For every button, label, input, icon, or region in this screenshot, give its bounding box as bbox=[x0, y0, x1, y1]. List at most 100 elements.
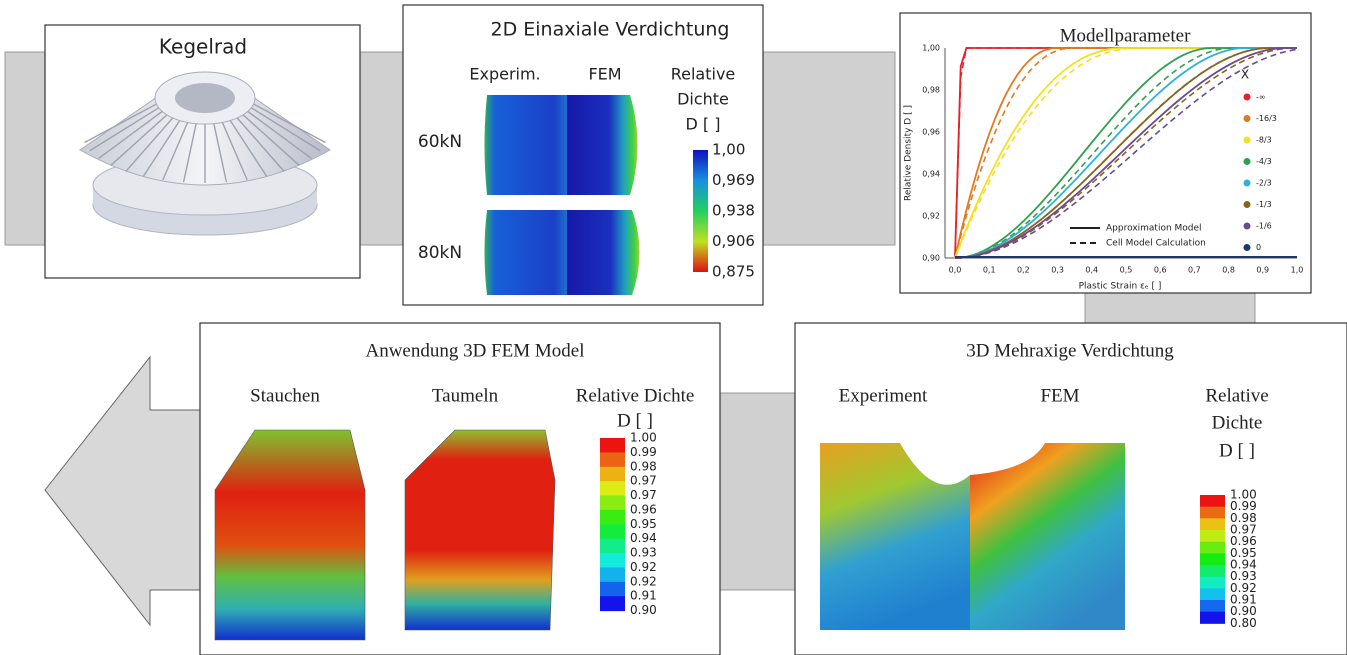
colorbar-label: 0,906 bbox=[712, 232, 755, 250]
legend-label: Cell Model Calculation bbox=[1106, 239, 1206, 249]
row-label: 80kN bbox=[418, 243, 462, 263]
panel-title: Kegelrad bbox=[159, 35, 247, 59]
column-label: FEM bbox=[588, 65, 621, 84]
colorbar-band bbox=[1200, 600, 1225, 612]
legend-dot bbox=[1244, 94, 1251, 101]
colorbar-band bbox=[600, 467, 625, 482]
gear-hole bbox=[175, 83, 235, 113]
panel-3d: 3D Mehraxige Verdichtung Experiment FEM … bbox=[795, 323, 1347, 655]
colorbar-label: 1,00 bbox=[712, 141, 745, 159]
legend-label: -4/3 bbox=[1256, 157, 1272, 166]
legend-dot bbox=[1244, 115, 1251, 122]
x-tick-label: 0,4 bbox=[1085, 266, 1098, 275]
colorbar-label: 0.97 bbox=[630, 474, 657, 488]
colorbar-label: 0,969 bbox=[712, 171, 755, 189]
x-axis-label: Plastic Strain εₑ [ ] bbox=[1079, 282, 1162, 292]
x-tick-label: 0,1 bbox=[983, 266, 996, 275]
legend-label: -2/3 bbox=[1256, 179, 1272, 188]
legend-dot bbox=[1244, 244, 1251, 251]
legend-title: Dichte bbox=[677, 90, 729, 109]
legend-label: 0 bbox=[1256, 243, 1261, 252]
legend-label: Approximation Model bbox=[1106, 224, 1202, 234]
x-tick-label: 0,2 bbox=[1017, 266, 1030, 275]
legend-dot bbox=[1244, 137, 1251, 144]
legend-title: D [ ] bbox=[1219, 440, 1255, 461]
y-tick-label: 0,96 bbox=[922, 128, 940, 137]
column-label: FEM bbox=[1040, 385, 1079, 406]
panel-title: 3D Mehraxige Verdichtung bbox=[966, 340, 1174, 361]
panel-2d: 2D Einaxiale Verdichtung Experim. FEM Re… bbox=[403, 5, 763, 305]
x-tick-label: 1,0 bbox=[1291, 266, 1304, 275]
legend-label: -1/6 bbox=[1256, 222, 1272, 231]
legend-label: -8/3 bbox=[1256, 136, 1272, 145]
colorbar-band bbox=[600, 582, 625, 597]
figure: Kegelrad 2D Einaxiale Verdichtung Experi… bbox=[0, 0, 1347, 655]
column-label: Stauchen bbox=[250, 385, 320, 406]
x-tick-label: 0,9 bbox=[1256, 266, 1269, 275]
legend-label: -1/3 bbox=[1256, 200, 1272, 209]
colorbar-band bbox=[600, 438, 625, 453]
colorbar-band bbox=[1200, 565, 1225, 577]
colorbar-label: 0.80 bbox=[1230, 616, 1257, 630]
colorbar-label: 0.90 bbox=[630, 603, 657, 617]
colorbar-band bbox=[1200, 612, 1225, 624]
colorbar-band bbox=[600, 452, 625, 467]
panel-modellparameter: Modellparameter Relative Density D [ ] P… bbox=[900, 13, 1311, 293]
colorbar-label: 0.91 bbox=[630, 589, 657, 603]
colorbar-band bbox=[1200, 553, 1225, 565]
colorbar-label: 1.00 bbox=[630, 431, 657, 445]
colorbar-band bbox=[1200, 542, 1225, 554]
colorbar-band bbox=[1200, 518, 1225, 530]
legend-title: Dichte bbox=[1212, 412, 1263, 433]
colorbar-band bbox=[600, 524, 625, 539]
panel-title: 2D Einaxiale Verdichtung bbox=[490, 19, 729, 41]
heatmap bbox=[567, 95, 638, 195]
colorbar-band bbox=[1200, 588, 1225, 600]
y-tick-label: 0,94 bbox=[922, 170, 940, 179]
legend-title: D [ ] bbox=[617, 410, 653, 431]
connector bbox=[1085, 290, 1255, 326]
row-label: 60kN bbox=[418, 132, 462, 152]
colorbar-band bbox=[600, 539, 625, 554]
legend-title: Relative bbox=[1205, 385, 1268, 406]
legend-title: X bbox=[1241, 68, 1249, 82]
y-tick-label: 0,92 bbox=[922, 212, 940, 221]
x-tick-label: 0,6 bbox=[1154, 266, 1167, 275]
y-tick-label: 0,98 bbox=[922, 86, 940, 95]
colorbar bbox=[693, 150, 708, 272]
colorbar-label: 0.95 bbox=[630, 517, 657, 531]
colorbar-band bbox=[1200, 495, 1225, 507]
y-tick-label: 0,90 bbox=[922, 254, 940, 263]
fem-part bbox=[215, 430, 365, 640]
colorbar-label: 0.93 bbox=[630, 546, 657, 560]
column-label: Experiment bbox=[839, 385, 928, 406]
legend-label: -∞ bbox=[1256, 93, 1266, 102]
heatmap bbox=[485, 210, 568, 295]
colorbar-band bbox=[600, 567, 625, 582]
connector bbox=[715, 393, 800, 590]
colorbar-label: 0,938 bbox=[712, 202, 755, 220]
legend-dot bbox=[1244, 223, 1251, 230]
y-tick-label: 1,00 bbox=[922, 44, 940, 53]
heatmap bbox=[567, 210, 640, 295]
colorbar-band bbox=[600, 481, 625, 496]
legend-dot bbox=[1244, 158, 1251, 165]
colorbar-label: 0.94 bbox=[630, 531, 657, 545]
panel-title: Modellparameter bbox=[1060, 25, 1192, 46]
column-label: Experim. bbox=[469, 65, 540, 84]
y-axis-label: Relative Density D [ ] bbox=[904, 105, 914, 201]
colorbar-label: 0.92 bbox=[630, 560, 657, 574]
arrow bbox=[45, 357, 205, 625]
x-tick-label: 0,3 bbox=[1051, 266, 1064, 275]
colorbar-band bbox=[1200, 507, 1225, 519]
x-tick-label: 0,7 bbox=[1188, 266, 1201, 275]
colorbar-label: 0.96 bbox=[630, 502, 657, 516]
panel-kegelrad: Kegelrad bbox=[45, 25, 360, 278]
colorbar-band bbox=[1200, 530, 1225, 542]
x-tick-label: 0,0 bbox=[949, 266, 962, 275]
colorbar-band bbox=[600, 596, 625, 611]
x-tick-label: 0,5 bbox=[1120, 266, 1133, 275]
colorbar-band bbox=[600, 553, 625, 568]
heatmap bbox=[485, 95, 568, 195]
colorbar-label: 0.92 bbox=[630, 574, 657, 588]
